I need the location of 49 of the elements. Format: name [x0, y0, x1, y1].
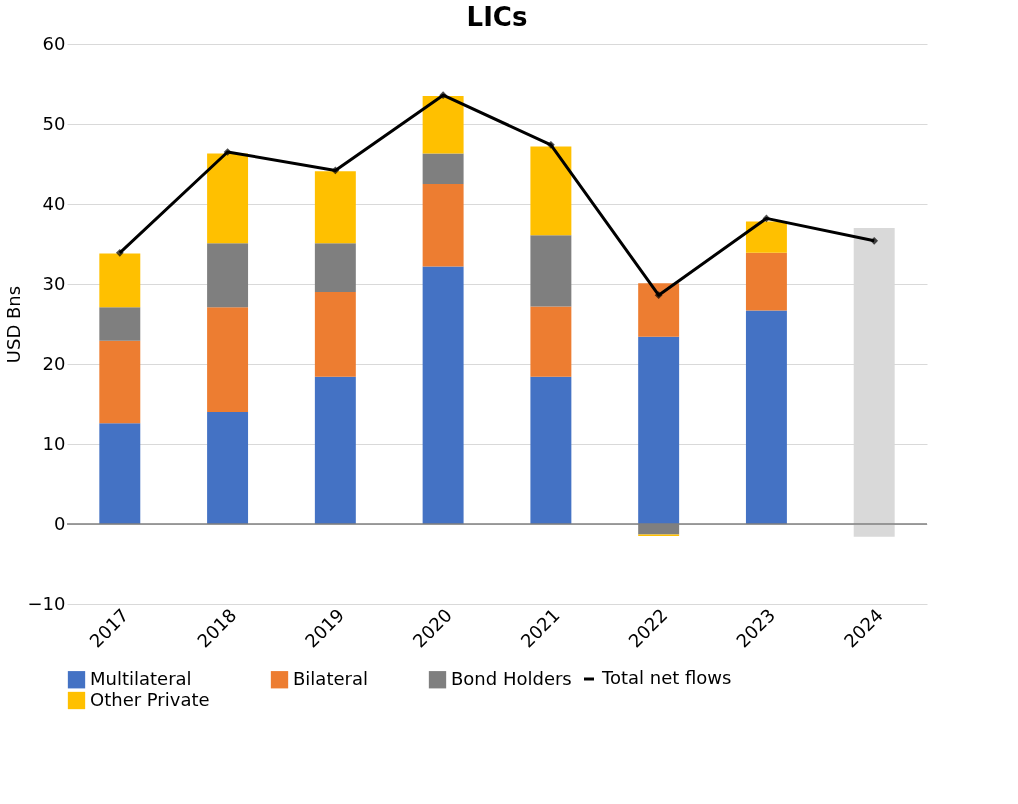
bar — [207, 307, 249, 412]
bar — [745, 252, 787, 311]
legend-label: Other Private — [90, 688, 210, 710]
point — [115, 248, 124, 257]
point — [331, 166, 340, 175]
bar — [638, 336, 680, 524]
y-tick-label: 40 — [42, 192, 66, 214]
bar — [422, 184, 464, 267]
bar — [530, 235, 572, 307]
bar — [745, 221, 787, 253]
bar — [422, 153, 464, 184]
bar — [99, 253, 141, 308]
bar — [530, 376, 572, 524]
bar — [99, 340, 141, 424]
y-tick-label: 10 — [42, 432, 66, 454]
y-tick-label: 30 — [42, 272, 66, 294]
y-tick-label: 50 — [42, 112, 66, 134]
bar — [314, 171, 356, 244]
bar — [530, 146, 572, 236]
point — [654, 291, 663, 300]
y-tick-label: 60 — [42, 32, 66, 54]
bar — [853, 524, 895, 537]
point — [439, 91, 447, 100]
y-axis-title: USD Bns — [2, 285, 24, 364]
bar — [207, 243, 249, 308]
bar — [314, 292, 356, 377]
legend-label: Bilateral — [293, 667, 368, 689]
bar — [530, 306, 572, 377]
bar — [745, 310, 787, 524]
bar — [99, 307, 141, 341]
y-tick-label: 20 — [42, 352, 66, 374]
bar — [207, 412, 249, 524]
bar — [422, 96, 464, 154]
point — [547, 140, 555, 149]
point — [762, 214, 771, 223]
chart-title: LICs — [466, 2, 528, 32]
bar — [99, 423, 141, 524]
bar — [638, 283, 680, 337]
y-tick-label: 0 — [54, 512, 66, 534]
y-tick-label: −10 — [27, 592, 66, 614]
bar — [314, 243, 356, 292]
legend-label: Bond Holders — [451, 667, 572, 689]
legend-label: Multilateral — [90, 667, 192, 689]
bar — [207, 153, 249, 244]
bar — [314, 376, 356, 524]
point — [870, 236, 879, 245]
legend-label: Total net flows — [601, 667, 732, 688]
bar — [422, 266, 464, 524]
point — [223, 148, 232, 156]
